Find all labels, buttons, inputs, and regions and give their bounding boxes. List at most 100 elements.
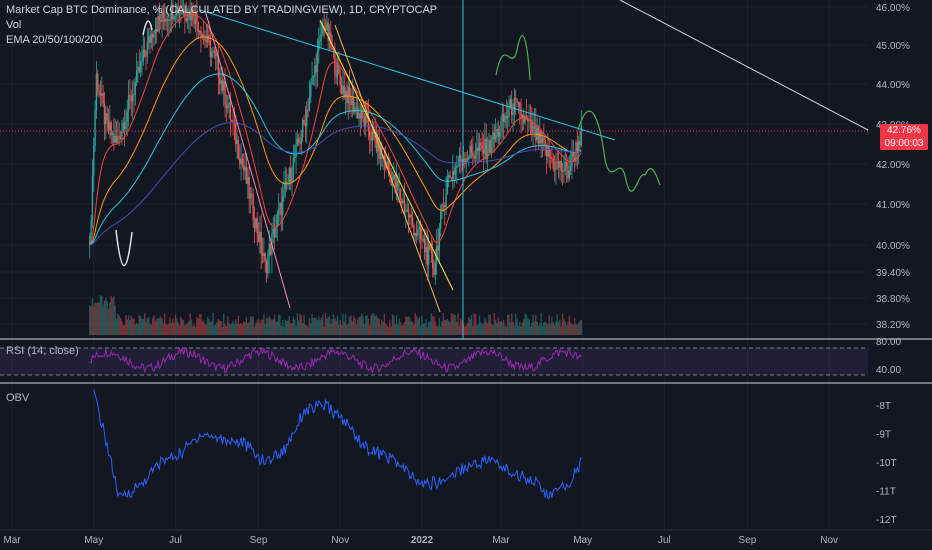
candle-body (497, 128, 499, 137)
volume-bar (575, 323, 577, 335)
volume-bar (334, 318, 336, 335)
candle-body (485, 138, 487, 159)
candle-body (326, 22, 328, 30)
candle-body (218, 77, 221, 85)
candle-body (573, 156, 576, 162)
candle-body (319, 35, 321, 42)
volume-bar (385, 323, 387, 335)
volume-bar (460, 318, 462, 335)
candle-body (209, 40, 212, 58)
volume-bar (489, 314, 491, 335)
volume-bar (466, 322, 469, 335)
volume-bar (181, 319, 183, 335)
candle-body (425, 246, 427, 253)
candle-body (272, 228, 274, 234)
volume-bar (169, 317, 171, 335)
candle-body (184, 10, 186, 18)
volume-bar (425, 319, 427, 335)
volume-bar (338, 325, 340, 335)
volume-bar (474, 314, 477, 335)
x-tick-label: Mar (492, 535, 510, 546)
candle-body (225, 104, 228, 109)
candle-body (241, 158, 244, 165)
candle-body (395, 180, 398, 188)
volume-bar (180, 316, 182, 335)
candle-body (287, 182, 289, 185)
volume-bar (501, 322, 504, 335)
candle-body (200, 30, 202, 38)
volume-bar (331, 319, 333, 335)
candle-body (249, 193, 252, 199)
candle-body (537, 128, 540, 144)
candle-body (217, 55, 220, 78)
ema-legend: EMA 20/50/100/200 (6, 34, 103, 46)
candle-body (367, 116, 370, 131)
candle-body (460, 155, 462, 162)
volume-bar (465, 325, 467, 335)
volume-bar (398, 318, 400, 335)
volume-bar (296, 313, 299, 335)
candle-body (347, 86, 349, 104)
volume-bar (142, 318, 145, 335)
volume-bar (129, 320, 131, 335)
x-tick-label: May (573, 535, 592, 546)
candle-body (516, 98, 518, 103)
volume-bar (344, 313, 347, 335)
candle-body (300, 137, 303, 144)
candle-body (115, 135, 118, 143)
candle-body (198, 30, 201, 32)
volume-bar (537, 325, 540, 335)
candle-body (214, 52, 217, 57)
x-tick-label: Nov (331, 535, 349, 546)
candle-body (256, 218, 258, 234)
candle-body (474, 155, 477, 159)
candle-body (529, 119, 532, 121)
y-tick-label: 45.00% (876, 41, 910, 52)
volume-bar (152, 317, 154, 335)
volume-bar (255, 323, 257, 335)
candle-body (114, 135, 116, 143)
volume-bar (470, 314, 473, 335)
candle-body (339, 74, 341, 85)
volume-bar (256, 320, 258, 335)
candle-body (129, 94, 131, 97)
volume-bar (188, 321, 190, 335)
volume-bar (220, 320, 222, 335)
candle-body (466, 158, 469, 160)
volume-bar (239, 324, 241, 335)
candle-body (513, 97, 516, 112)
candle-body (146, 42, 149, 57)
volume-bar (288, 316, 291, 335)
candle-body (387, 161, 390, 171)
candle-body (212, 50, 214, 52)
volume-bar (324, 313, 327, 335)
obv-tick-label: -10T (876, 458, 897, 469)
candle-body (303, 119, 305, 123)
candle-body (454, 167, 457, 175)
volume-bar (210, 321, 213, 335)
volume-bar (182, 320, 185, 335)
candle-body (288, 168, 291, 183)
obv-tick-label: -8T (876, 401, 891, 412)
candle-body (121, 130, 123, 140)
candle-body (237, 139, 240, 158)
volume-bar (464, 326, 466, 335)
candle-body (143, 49, 146, 56)
volume-bar (105, 297, 107, 335)
volume-bar (97, 302, 99, 335)
volume-bar (504, 324, 506, 335)
candle-body (122, 122, 124, 131)
volume-bar (401, 325, 403, 335)
volume-bar (93, 306, 95, 335)
candle-body (393, 174, 395, 180)
volume-bar (115, 318, 118, 335)
obv-line (93, 389, 582, 500)
volume-bar (386, 326, 388, 335)
candle-body (310, 84, 312, 98)
candle-body (525, 116, 528, 118)
candle-body (480, 142, 482, 146)
candle-body (231, 120, 233, 122)
volume-bar (267, 318, 269, 335)
candle-body (327, 22, 329, 41)
